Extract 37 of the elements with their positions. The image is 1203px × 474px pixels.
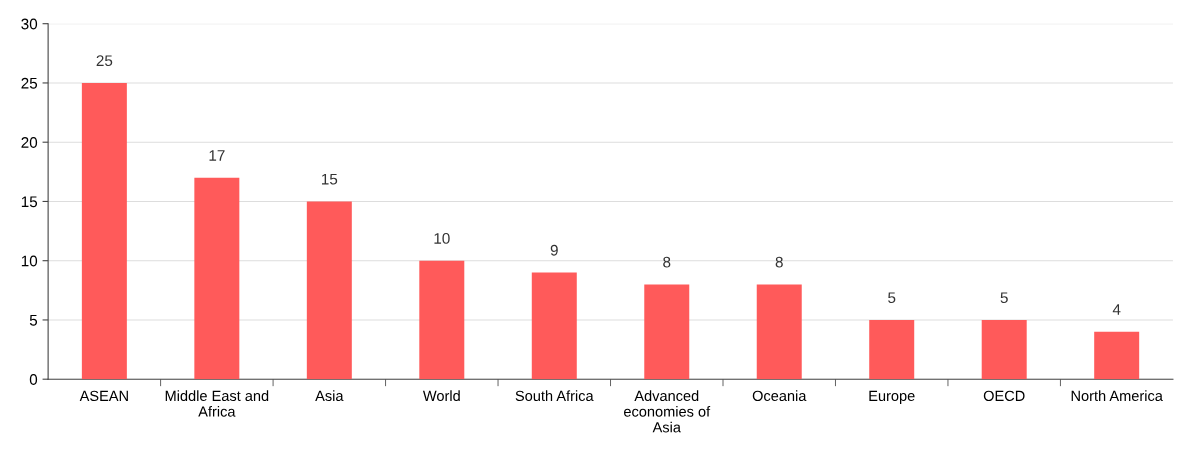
y-tick-label: 25 [21,77,38,89]
bar [981,319,1027,380]
bar [644,284,690,380]
data-label: 15 [321,173,338,185]
data-label: 5 [888,292,896,304]
data-label: 5 [1000,292,1008,304]
bar [81,82,127,380]
y-tick-label: 30 [21,18,38,30]
data-label: 25 [96,55,113,67]
x-tick-label: Asia [315,390,344,402]
bar [306,201,352,380]
bar [531,272,577,380]
x-tick-label: Middle East and Africa [165,390,269,417]
y-tick-label: 15 [21,196,38,208]
x-tick-label: World [422,390,460,402]
x-tick-label: South Africa [515,390,594,402]
x-tick-label: OECD [983,390,1025,402]
y-tick-label: 0 [29,374,38,385]
x-tick-label: Europe [869,390,915,404]
bar [194,177,240,380]
y-tick-label: 5 [29,314,38,326]
y-tick-label: 10 [21,255,38,267]
x-tick-label: ASEAN [79,390,128,402]
data-label: 17 [209,150,225,161]
data-label: 9 [550,244,558,256]
y-tick-label: 20 [21,137,38,148]
data-label: 8 [775,256,783,268]
data-label: 8 [663,256,671,268]
bar [756,284,802,380]
x-tick-label: Advanced economies of Asia [624,390,711,433]
x-tick-label: North America [1071,390,1163,402]
bar [1094,331,1140,380]
bar [419,260,465,380]
x-tick-label: Oceania [752,390,807,402]
data-label: 4 [1112,304,1121,315]
data-label: 10 [434,232,450,244]
bar [869,319,915,380]
